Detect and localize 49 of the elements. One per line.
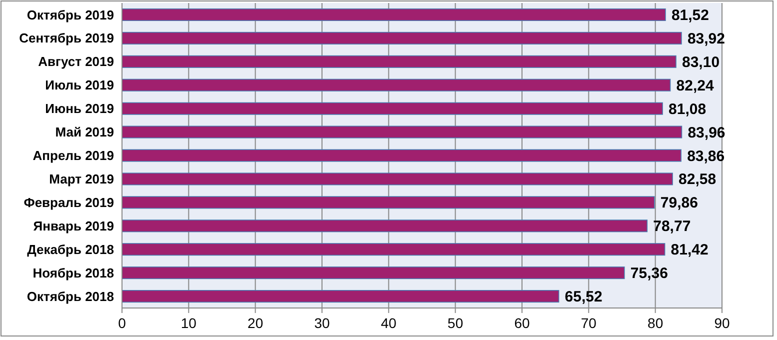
data-label: 75,36 bbox=[630, 265, 668, 282]
bar bbox=[122, 8, 666, 21]
bar bbox=[122, 172, 673, 186]
data-label: 65,52 bbox=[564, 288, 602, 306]
bar bbox=[122, 290, 560, 303]
data-label: 79,86 bbox=[660, 194, 698, 212]
x-tick-label: 50 bbox=[448, 315, 464, 331]
data-label: 81,08 bbox=[668, 100, 706, 118]
x-tick-label: 10 bbox=[180, 315, 197, 331]
y-tick-label: Октябрь 2018 bbox=[26, 288, 114, 304]
x-tick-label: 60 bbox=[514, 315, 530, 331]
y-tick-label: Январь 2019 bbox=[33, 218, 114, 234]
bar bbox=[122, 196, 655, 209]
data-label: 83,92 bbox=[687, 30, 726, 48]
data-label: 83,86 bbox=[687, 148, 725, 165]
x-tick-label: 30 bbox=[314, 315, 330, 331]
x-tick-label: 70 bbox=[580, 315, 597, 331]
y-tick-label: Март 2019 bbox=[49, 172, 114, 187]
bar bbox=[122, 243, 666, 256]
y-tick-label: Август 2019 bbox=[38, 54, 114, 70]
y-tick-label: Июнь 2019 bbox=[45, 101, 114, 116]
y-tick-label: Июль 2019 bbox=[45, 78, 114, 93]
bar bbox=[122, 266, 625, 280]
bar bbox=[122, 126, 682, 138]
data-label: 78,77 bbox=[653, 218, 691, 236]
bar bbox=[122, 149, 682, 162]
y-tick-label: Декабрь 2018 bbox=[27, 242, 114, 257]
y-tick-label: Апрель 2019 bbox=[32, 148, 114, 164]
bar bbox=[122, 32, 682, 44]
x-tick-label: 20 bbox=[248, 315, 264, 331]
y-tick-label: Ноябрь 2018 bbox=[32, 265, 114, 280]
x-tick-label: 80 bbox=[648, 315, 664, 331]
bar bbox=[122, 220, 648, 232]
data-label: 81,52 bbox=[671, 6, 710, 24]
data-label: 82,58 bbox=[678, 171, 716, 188]
y-tick-label: Май 2019 bbox=[55, 124, 114, 140]
data-label: 82,24 bbox=[676, 77, 714, 94]
data-label: 83,96 bbox=[688, 124, 726, 142]
bar bbox=[122, 78, 671, 92]
bar bbox=[122, 55, 676, 68]
x-tick-label: 0 bbox=[118, 315, 126, 331]
data-label: 81,42 bbox=[670, 242, 708, 259]
x-tick-label: 90 bbox=[714, 315, 730, 331]
x-tick-label: 40 bbox=[380, 315, 397, 331]
data-label: 83,10 bbox=[682, 54, 720, 71]
bar bbox=[122, 102, 663, 115]
y-tick-label: Сентябрь 2019 bbox=[19, 30, 114, 46]
y-tick-label: Октябрь 2019 bbox=[26, 7, 114, 22]
y-tick-label: Февраль 2019 bbox=[24, 194, 114, 210]
